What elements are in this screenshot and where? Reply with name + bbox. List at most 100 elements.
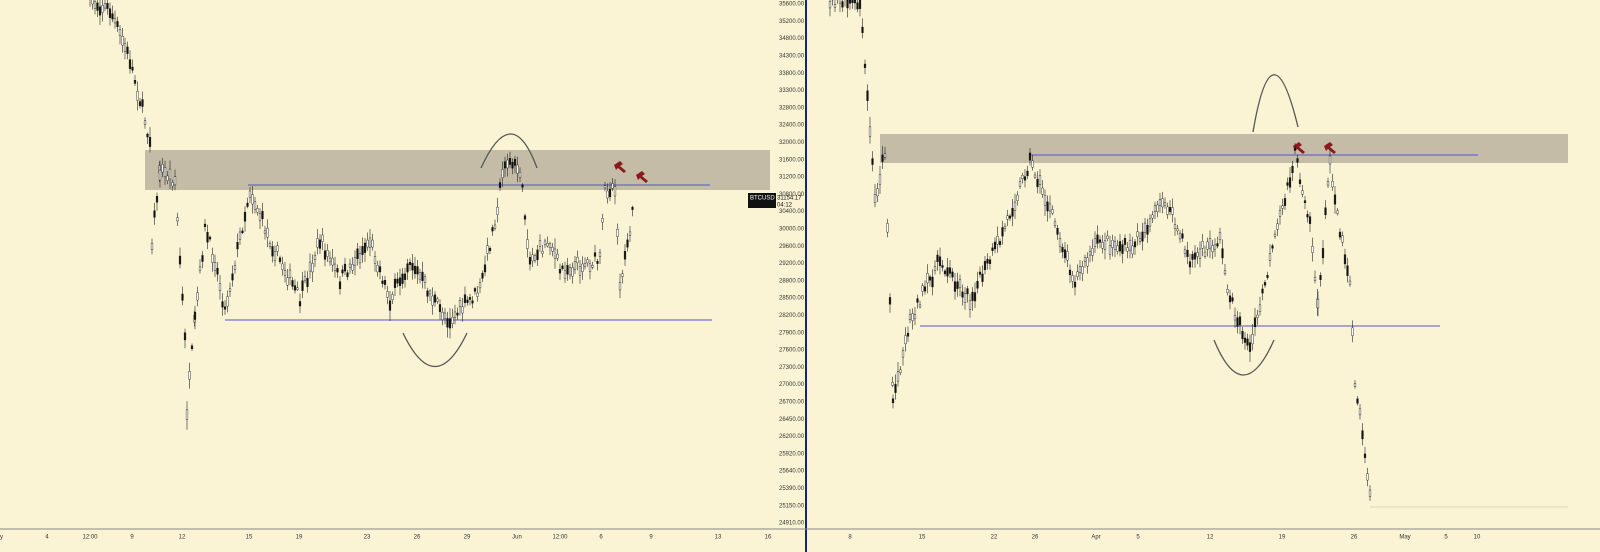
candle-body (913, 314, 917, 319)
candle-body (1208, 238, 1212, 249)
candle-body (276, 245, 279, 252)
candle-body (498, 182, 502, 188)
candle-body (383, 280, 387, 285)
candle-body (306, 278, 309, 287)
candle-body (431, 295, 434, 306)
candle-body (1311, 245, 1314, 253)
candle-body (161, 164, 164, 173)
candle-body (288, 269, 292, 279)
candle-body (190, 345, 194, 350)
candle-body (1113, 241, 1117, 250)
candle-body (1168, 207, 1172, 212)
price-label: 31600.00 (779, 157, 805, 163)
price-label: 26450.00 (779, 417, 805, 423)
time-label: 8 (848, 535, 852, 541)
candle-body (1271, 245, 1274, 249)
candle-body (1016, 194, 1019, 201)
candle-body (998, 241, 1002, 245)
candle-body (501, 169, 504, 179)
candle-body (516, 164, 519, 174)
candle-body (601, 218, 604, 223)
candle-body (1151, 214, 1154, 219)
candle-body (896, 371, 900, 382)
candle-body (351, 264, 354, 271)
candle-body (1296, 158, 1299, 163)
time-label: 19 (296, 535, 303, 541)
price-label: 26200.00 (779, 434, 805, 440)
price-label: 35200.00 (779, 19, 805, 25)
candle-body (106, 3, 109, 9)
candle-body (1278, 210, 1282, 217)
candle-body (988, 259, 992, 264)
candle-body (1046, 201, 1049, 212)
candle-body (251, 194, 254, 205)
candle-body (1273, 233, 1277, 237)
candle-body (1066, 251, 1069, 261)
candle-body (356, 248, 359, 259)
candle-body (908, 314, 912, 320)
candle-body (541, 251, 544, 254)
candle-body (1068, 269, 1072, 276)
candle-body (1331, 181, 1334, 188)
hammer-icon (636, 171, 648, 183)
candle-body (1023, 176, 1027, 181)
bottom-arc (402, 332, 468, 367)
candle-body (1298, 179, 1302, 184)
candle-body (1338, 231, 1342, 238)
candle-body (1191, 254, 1194, 260)
candle-body (343, 263, 347, 272)
candle-body (1218, 232, 1222, 241)
candle-body (1226, 289, 1229, 293)
candle-body (1313, 276, 1317, 281)
candle-body (366, 239, 369, 248)
candle-body (866, 90, 869, 101)
candle-body (1243, 337, 1247, 343)
candle-body (1253, 317, 1257, 328)
candle-body (493, 224, 497, 229)
candle-body (1078, 266, 1082, 273)
time-label: 6 (599, 535, 603, 541)
candle-body (443, 312, 447, 319)
candle-body (1213, 244, 1217, 250)
candle-body (576, 257, 579, 263)
candle-body (448, 318, 452, 329)
candle-body (478, 282, 482, 289)
candle-body (303, 276, 307, 281)
candle-body (548, 243, 552, 248)
candle-body (496, 206, 499, 215)
time-label: 12:00 (552, 535, 568, 541)
candle-body (1036, 179, 1039, 188)
candle-body (1041, 187, 1044, 195)
top-arc (480, 133, 538, 169)
candle-body (956, 281, 959, 289)
candle-body (894, 383, 897, 393)
candle-body (308, 261, 312, 272)
candle-body (1351, 327, 1354, 336)
candle-body (381, 280, 384, 284)
candle-body (185, 409, 189, 420)
candle-body (1228, 295, 1232, 303)
price-label: 29600.00 (779, 244, 805, 250)
candle-body (486, 245, 489, 254)
candle-body (158, 169, 162, 181)
candle-body (311, 263, 314, 273)
time-label: 12 (1207, 535, 1214, 541)
time-label: 13 (715, 535, 722, 541)
candle-body (578, 266, 582, 276)
candle-body (406, 263, 409, 273)
candle-body (881, 154, 884, 162)
price-label: 25150.00 (779, 503, 805, 509)
candle-body (1111, 240, 1114, 248)
candle-body (166, 175, 169, 181)
candle-body (461, 306, 464, 314)
candle-body (1303, 200, 1307, 203)
candle-body (446, 318, 449, 328)
time-label: 12:00 (82, 535, 98, 541)
time-label: 19 (1279, 535, 1286, 541)
candle-body (1128, 239, 1132, 251)
candle-body (848, 0, 852, 4)
candle-body (218, 283, 222, 292)
candle-body (258, 212, 262, 221)
candle-body (248, 190, 252, 198)
candle-body (458, 300, 462, 307)
